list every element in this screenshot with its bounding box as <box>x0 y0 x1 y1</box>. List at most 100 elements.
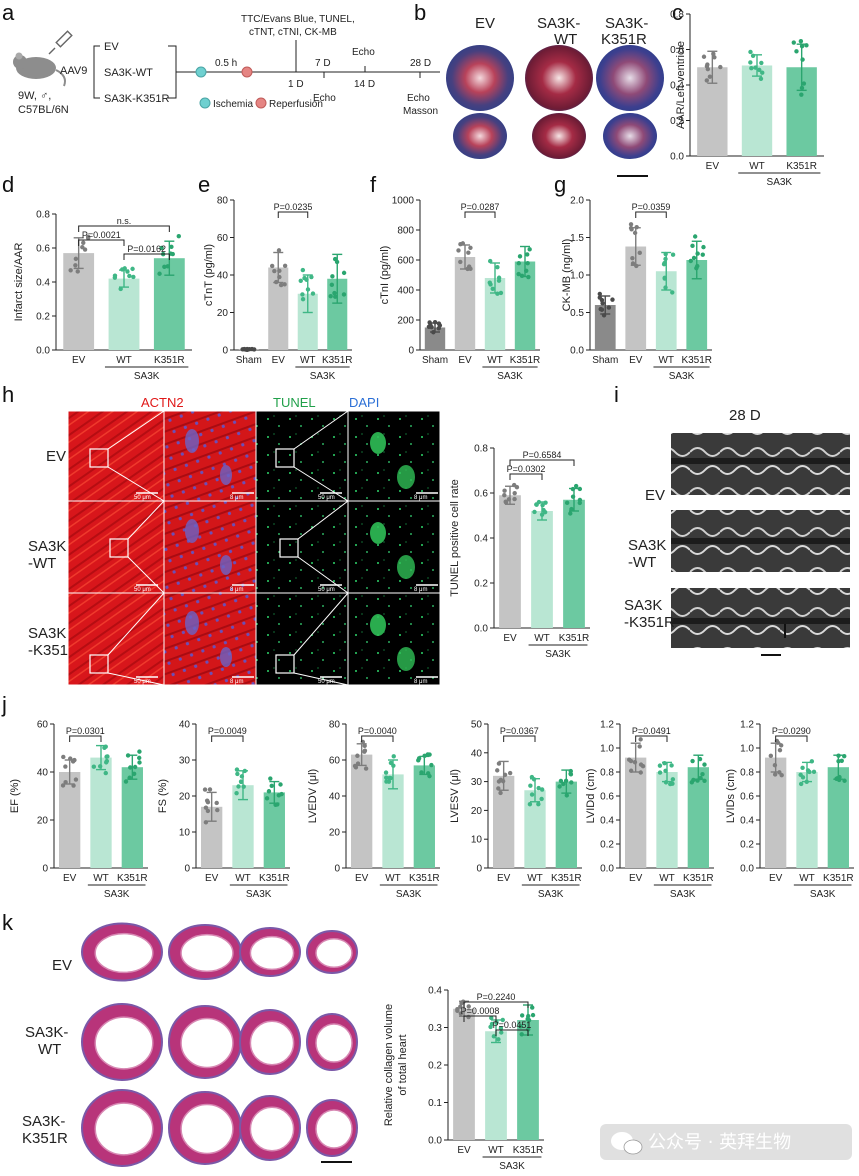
bar-wt <box>108 278 140 350</box>
bar-wt <box>297 293 318 350</box>
x-tick-label: EV <box>458 355 472 366</box>
data-point <box>242 768 248 774</box>
data-point <box>540 502 545 508</box>
data-point <box>203 805 209 810</box>
y-tick-label: 40 <box>329 792 341 803</box>
reperfusion-dot <box>241 66 253 78</box>
data-point <box>266 789 272 794</box>
data-point <box>610 297 615 302</box>
data-point <box>842 778 847 783</box>
i-title: 28 D <box>729 407 761 424</box>
significance-bracket <box>361 735 394 742</box>
bar-wt <box>531 511 553 628</box>
zoom-box <box>89 654 109 674</box>
echo-ev <box>671 433 850 495</box>
y-tick-label: 0.0 <box>36 346 50 357</box>
y-axis-label-1: Relative collagen volume <box>383 1004 395 1126</box>
chart-j5: 0.0 0.2 0.4 0.6 0.8 1.0 1.2 LVIDd (cm) EV WT K351R… <box>585 720 714 900</box>
y-tick-label: 600 <box>397 256 414 267</box>
data-point <box>362 743 367 749</box>
data-point <box>429 762 434 768</box>
bar-k351r <box>687 767 709 868</box>
data-point <box>558 778 564 784</box>
bar-sham <box>424 327 446 350</box>
y-tick-label: 0.8 <box>600 768 614 779</box>
x-tick-label: EV <box>457 1145 471 1156</box>
y-tick-label: 1.2 <box>600 720 614 731</box>
y-tick-label: 0.8 <box>474 444 488 455</box>
data-point <box>800 775 806 780</box>
ttc-heart-images: EV SA3K- WT SA3K- K351R <box>446 15 664 177</box>
data-point <box>528 783 533 788</box>
significance-label: P=0.0301 <box>66 726 105 736</box>
chart-j4: 0 10 20 30 40 50 LVESV (μl) EV WT K351R SA3K P=0.03… <box>449 720 582 900</box>
assay-line-1: TTC/Evans Blue, TUNEL, <box>241 14 355 25</box>
y-axis-label: LVIDs (cm) <box>725 769 737 823</box>
significance-bracket <box>509 459 575 466</box>
bar-sham <box>594 305 616 350</box>
x-tick-label: Sham <box>236 355 262 366</box>
y-tick-label: 20 <box>179 792 191 803</box>
nucleus-blob <box>185 611 199 635</box>
x-tick-label: EV <box>706 161 720 172</box>
y-tick-label: 1.0 <box>600 744 614 755</box>
tunel-image-r0-c3 <box>347 410 441 502</box>
significance-bracket <box>635 211 667 218</box>
x-tick-label: WT <box>749 161 765 172</box>
data-point <box>661 261 667 267</box>
y-tick-label: 0.3 <box>428 1023 442 1034</box>
data-point <box>300 296 306 302</box>
data-point <box>388 760 394 766</box>
data-point <box>304 277 309 282</box>
data-point <box>137 755 142 761</box>
data-point <box>362 748 368 753</box>
data-point <box>577 486 583 492</box>
data-point <box>695 263 700 269</box>
data-point <box>628 758 634 764</box>
y-tick-label: 0.4 <box>36 278 50 289</box>
data-point <box>355 753 360 758</box>
data-point <box>573 483 579 489</box>
data-point <box>487 280 492 285</box>
data-point <box>73 777 79 782</box>
data-point <box>539 787 545 792</box>
data-point <box>563 778 569 784</box>
data-point <box>837 774 842 780</box>
tunel-image-r2-c0 <box>67 592 165 686</box>
group-label: SA3K <box>134 371 160 382</box>
data-point <box>468 266 473 272</box>
data-point <box>132 764 138 770</box>
dapi-nucleus <box>397 465 415 489</box>
y-tick-label: 0.6 <box>600 792 614 803</box>
y-tick-label: 40 <box>471 748 483 759</box>
nucleus-blob <box>220 555 232 575</box>
y-axis-label: cTnI (pg/ml) <box>379 246 391 305</box>
data-point <box>277 274 282 280</box>
data-point <box>634 224 639 230</box>
scale-label: 50 μm <box>134 495 151 501</box>
x-tick-label: K351R <box>551 873 582 884</box>
panel-label-f: f <box>370 172 377 197</box>
data-point <box>529 792 535 797</box>
panel-label-g: g <box>554 172 566 197</box>
y-tick-label: 0.5 <box>570 308 584 319</box>
masson-images: EV SA3K- WT SA3K- K351R <box>22 922 358 1167</box>
y-tick-label: 0 <box>184 864 190 875</box>
data-point <box>71 783 76 788</box>
data-point <box>670 777 676 782</box>
y-tick-label: 0.8 <box>740 768 754 779</box>
tunel-image-r2-c1 <box>163 592 257 686</box>
data-point <box>634 263 639 269</box>
data-point <box>205 808 211 814</box>
data-point <box>202 787 208 792</box>
data-point <box>85 234 91 240</box>
data-point <box>432 320 438 325</box>
data-point <box>203 820 209 825</box>
scale-label: 8 μm <box>230 587 243 593</box>
data-point <box>416 756 422 761</box>
b-label-wt-1: SA3K- <box>537 15 580 32</box>
data-point <box>63 764 68 769</box>
x-tick-label: K351R <box>786 161 817 172</box>
data-point <box>278 782 283 787</box>
